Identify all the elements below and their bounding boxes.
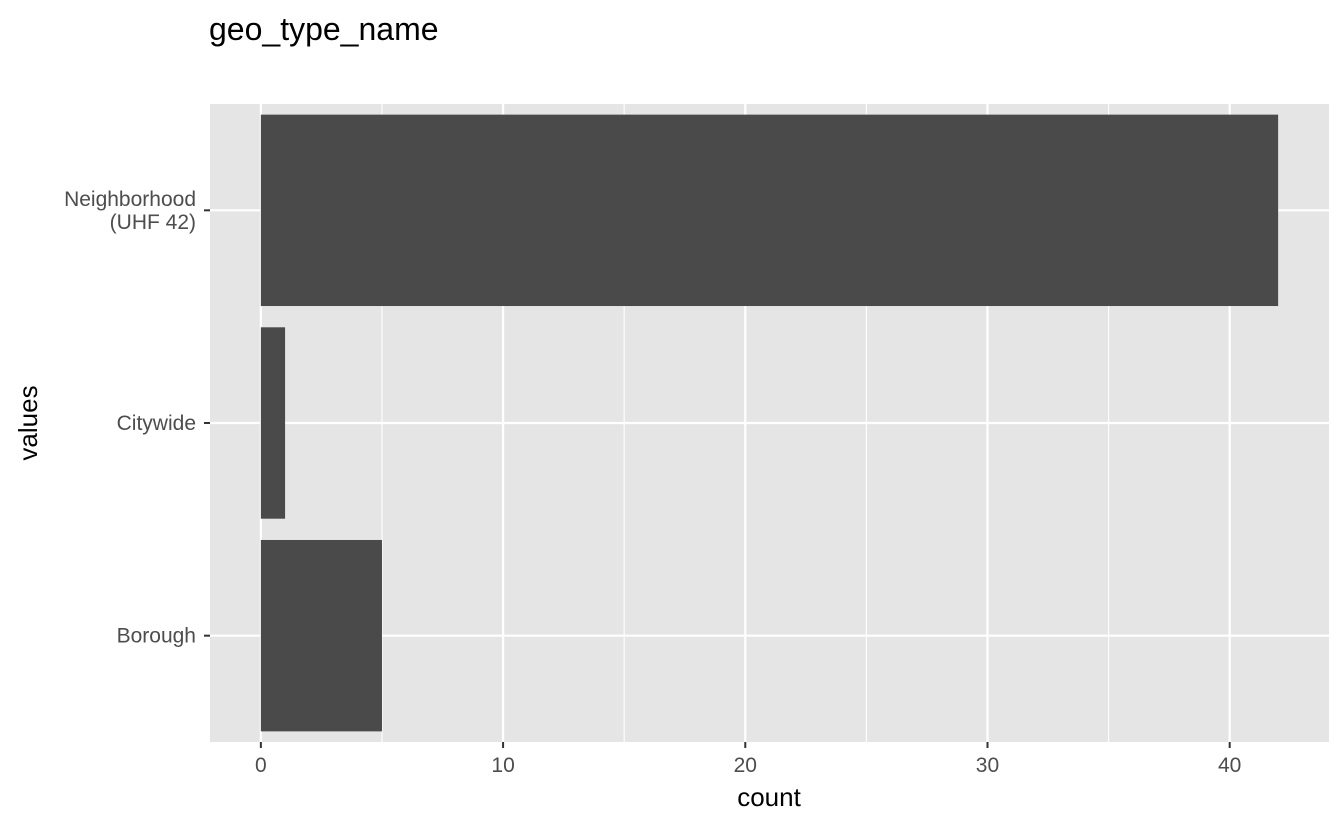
bars [260, 114, 1279, 732]
bar-neighborhood-uhf-42 [260, 114, 1279, 307]
x-tick-label: 10 [491, 754, 514, 777]
y-tick-label-line: Citywide [117, 412, 196, 435]
chart-title: geo_type_name [209, 11, 439, 47]
y-tick-label-line: (UHF 42) [110, 211, 196, 234]
bar-citywide [260, 327, 286, 519]
y-tick-label: Borough [117, 625, 196, 648]
y-tick-label-line: Neighborhood [64, 188, 196, 211]
y-axis-title: values [13, 385, 43, 460]
y-tick-label: Citywide [117, 412, 196, 435]
x-tick-label: 0 [255, 754, 267, 777]
x-axis-title: count [737, 782, 801, 812]
bar-borough [260, 539, 382, 732]
x-tick-label: 20 [734, 754, 757, 777]
y-tick-label-line: Borough [117, 625, 196, 648]
axis-ticks: 0 10 20 30 40 Neighborhood (UHF 42) Citywide Bor… [64, 188, 1241, 777]
y-tick-label: Neighborhood (UHF 42) [64, 188, 196, 234]
x-tick-label: 40 [1218, 754, 1241, 777]
x-tick-label: 30 [976, 754, 999, 777]
